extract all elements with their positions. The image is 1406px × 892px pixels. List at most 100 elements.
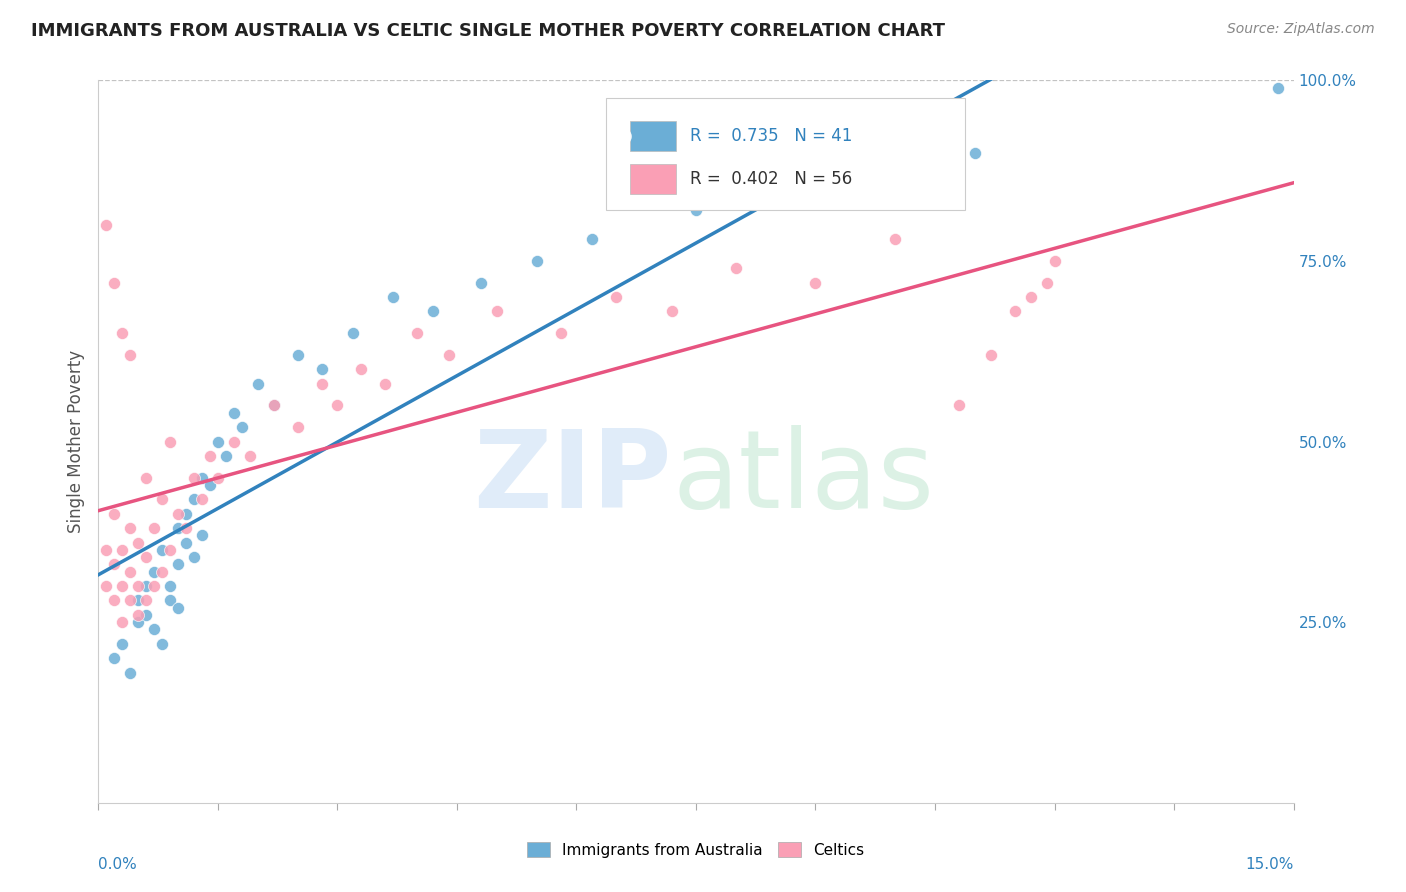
Point	[605, 290, 627, 304]
Point	[804, 276, 827, 290]
Legend: Immigrants from Australia, Celtics: Immigrants from Australia, Celtics	[522, 836, 870, 863]
Point	[207, 434, 229, 449]
Point	[222, 406, 245, 420]
Point	[382, 290, 405, 304]
Point	[135, 550, 157, 565]
Point	[485, 304, 508, 318]
Point	[374, 376, 396, 391]
Point	[103, 507, 125, 521]
Point	[111, 579, 134, 593]
Point	[239, 449, 262, 463]
Point	[96, 218, 118, 232]
Point	[222, 434, 245, 449]
Point	[103, 276, 125, 290]
Point	[183, 550, 205, 565]
Point	[980, 348, 1002, 362]
Point	[111, 542, 134, 557]
Point	[150, 492, 173, 507]
Text: IMMIGRANTS FROM AUSTRALIA VS CELTIC SINGLE MOTHER POVERTY CORRELATION CHART: IMMIGRANTS FROM AUSTRALIA VS CELTIC SING…	[31, 22, 945, 40]
Text: R =  0.735   N = 41: R = 0.735 N = 41	[690, 127, 852, 145]
Point	[111, 615, 134, 630]
Point	[1043, 253, 1066, 268]
Point	[127, 607, 149, 622]
Point	[183, 492, 205, 507]
Point	[103, 558, 125, 572]
Point	[198, 478, 221, 492]
Point	[174, 521, 197, 535]
Point	[103, 593, 125, 607]
Point	[470, 276, 492, 290]
Point	[422, 304, 444, 318]
Point	[120, 593, 142, 607]
Point	[120, 521, 142, 535]
Point	[191, 492, 214, 507]
Point	[127, 615, 149, 630]
Point	[159, 579, 181, 593]
Point	[207, 470, 229, 484]
Point	[167, 558, 190, 572]
Point	[150, 565, 173, 579]
Text: R =  0.402   N = 56: R = 0.402 N = 56	[690, 170, 852, 188]
Point	[150, 542, 173, 557]
Point	[159, 542, 181, 557]
Point	[111, 326, 134, 340]
Point	[127, 593, 149, 607]
Point	[135, 607, 157, 622]
Point	[183, 470, 205, 484]
Point	[215, 449, 238, 463]
Point	[120, 665, 142, 680]
Text: 15.0%: 15.0%	[1246, 857, 1294, 872]
Point	[120, 565, 142, 579]
Point	[143, 623, 166, 637]
Text: atlas: atlas	[672, 425, 934, 531]
Point	[263, 398, 285, 412]
Point	[127, 535, 149, 549]
Point	[191, 528, 214, 542]
Point	[581, 232, 603, 246]
FancyBboxPatch shape	[606, 98, 965, 211]
Point	[96, 542, 118, 557]
Y-axis label: Single Mother Poverty: Single Mother Poverty	[66, 350, 84, 533]
Point	[103, 651, 125, 665]
Point	[342, 326, 364, 340]
Point	[661, 304, 683, 318]
Point	[174, 535, 197, 549]
FancyBboxPatch shape	[630, 120, 676, 151]
Point	[167, 521, 190, 535]
Point	[143, 521, 166, 535]
Point	[198, 449, 221, 463]
Point	[231, 420, 253, 434]
Point	[167, 600, 190, 615]
Point	[246, 376, 269, 391]
Point	[550, 326, 572, 340]
Point	[167, 507, 190, 521]
Point	[143, 579, 166, 593]
Point	[96, 579, 118, 593]
Point	[135, 470, 157, 484]
Point	[406, 326, 429, 340]
Point	[1267, 80, 1289, 95]
Point	[159, 434, 181, 449]
Point	[948, 398, 970, 412]
Point	[963, 145, 986, 160]
Point	[1019, 290, 1042, 304]
Point	[311, 376, 333, 391]
Point	[1004, 304, 1026, 318]
Point	[150, 637, 173, 651]
Point	[804, 174, 827, 188]
Point	[287, 420, 309, 434]
Point	[120, 348, 142, 362]
Point	[724, 261, 747, 276]
Point	[143, 565, 166, 579]
Point	[326, 398, 349, 412]
Text: 0.0%: 0.0%	[98, 857, 138, 872]
Text: Source: ZipAtlas.com: Source: ZipAtlas.com	[1227, 22, 1375, 37]
Point	[174, 507, 197, 521]
Point	[311, 362, 333, 376]
Point	[159, 593, 181, 607]
Point	[1035, 276, 1057, 290]
Point	[135, 579, 157, 593]
Point	[685, 203, 707, 218]
Point	[263, 398, 285, 412]
Text: ZIP: ZIP	[474, 425, 672, 531]
